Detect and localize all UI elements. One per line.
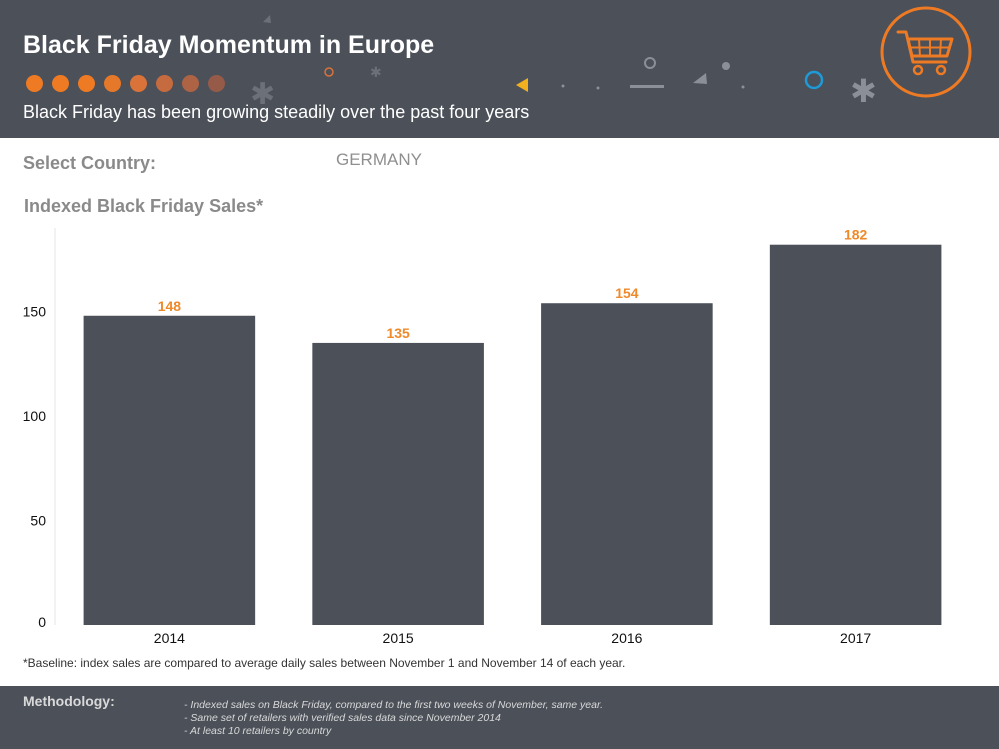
dot-decor-icon <box>561 84 565 88</box>
x-tick-label: 2016 <box>611 630 642 646</box>
y-tick-label: 100 <box>23 408 47 424</box>
shopping-cart-icon <box>880 6 972 98</box>
progress-dot <box>182 75 199 92</box>
asterisk-decor-icon: ✱ <box>250 77 275 112</box>
bar <box>541 303 713 625</box>
progress-dot <box>130 75 147 92</box>
methodology-label: Methodology: <box>23 693 115 709</box>
methodology-item: - At least 10 retailers by country <box>184 725 332 737</box>
methodology-item: - Indexed sales on Black Friday, compare… <box>184 699 604 711</box>
yellow-triangle-decor-icon <box>516 78 528 92</box>
circle-decor-icon <box>324 67 334 77</box>
progress-dot <box>208 75 225 92</box>
y-tick-label: 150 <box>23 304 47 320</box>
progress-dot <box>26 75 43 92</box>
circle-decor-icon <box>644 57 656 69</box>
methodology-item: - Same set of retailers with verified sa… <box>184 712 501 724</box>
methodology-list: - Indexed sales on Black Friday, compare… <box>184 699 603 738</box>
bars: 148 135 154 182 <box>83 227 942 625</box>
bar-chart: 0 50 100 150 148 135 154 182 2014 2015 2016 2017 <box>23 227 942 646</box>
x-tick-label: 2014 <box>154 630 185 646</box>
asterisk-decor-icon: ✱ <box>850 72 877 110</box>
x-tick-label: 2015 <box>383 630 414 646</box>
x-axis-ticks: 2014 2015 2016 2017 <box>154 630 872 646</box>
bar <box>83 315 256 625</box>
progress-dot <box>52 75 69 92</box>
star-decor-icon: ✱ <box>370 65 382 81</box>
header-banner: ✱ ✱ ✱ Black Friday Momentum in Europe Bl… <box>0 0 999 138</box>
methodology-panel: Methodology: - Indexed sales on Black Fr… <box>0 686 999 749</box>
page-subtitle: Black Friday has been growing steadily o… <box>23 102 530 122</box>
y-axis-ticks: 0 50 100 150 <box>23 304 47 630</box>
dot-decor-icon <box>596 86 600 90</box>
baseline-footnote: *Baseline: index sales are compared to a… <box>23 656 626 670</box>
y-tick-label: 0 <box>38 614 46 630</box>
decorative-confetti: ✱ ✱ ✱ <box>250 15 877 112</box>
dot-decor-icon <box>722 62 730 70</box>
progress-dot <box>156 75 173 92</box>
dot-decor-icon <box>741 85 745 89</box>
blue-circle-decor-icon <box>804 70 824 90</box>
country-select-label: Select Country: <box>23 153 157 173</box>
triangle-decor-icon <box>263 15 271 23</box>
bar <box>769 244 942 625</box>
bar <box>312 342 484 625</box>
triangle-decor-icon <box>693 73 707 84</box>
bar-value-label: 148 <box>158 298 182 314</box>
bar-value-label: 135 <box>386 325 410 341</box>
country-select[interactable]: GERMANY <box>336 150 422 169</box>
y-tick-label: 50 <box>30 513 46 529</box>
progress-dot <box>78 75 95 92</box>
progress-dot <box>104 75 121 92</box>
dash-decor-icon <box>630 85 664 88</box>
x-tick-label: 2017 <box>840 630 871 646</box>
bar-value-label: 154 <box>615 285 639 301</box>
bar-value-label: 182 <box>844 227 868 243</box>
page-title: Black Friday Momentum in Europe <box>23 31 435 59</box>
progress-dots <box>26 75 225 92</box>
chart-title: Indexed Black Friday Sales* <box>24 196 264 216</box>
